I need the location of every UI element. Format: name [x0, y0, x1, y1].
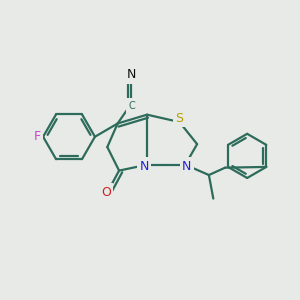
Text: N: N: [127, 68, 136, 81]
Text: F: F: [34, 130, 41, 143]
Text: O: O: [101, 186, 111, 199]
Text: S: S: [176, 112, 183, 125]
Text: C: C: [128, 101, 135, 111]
Text: N: N: [140, 160, 149, 173]
Text: N: N: [182, 160, 191, 173]
